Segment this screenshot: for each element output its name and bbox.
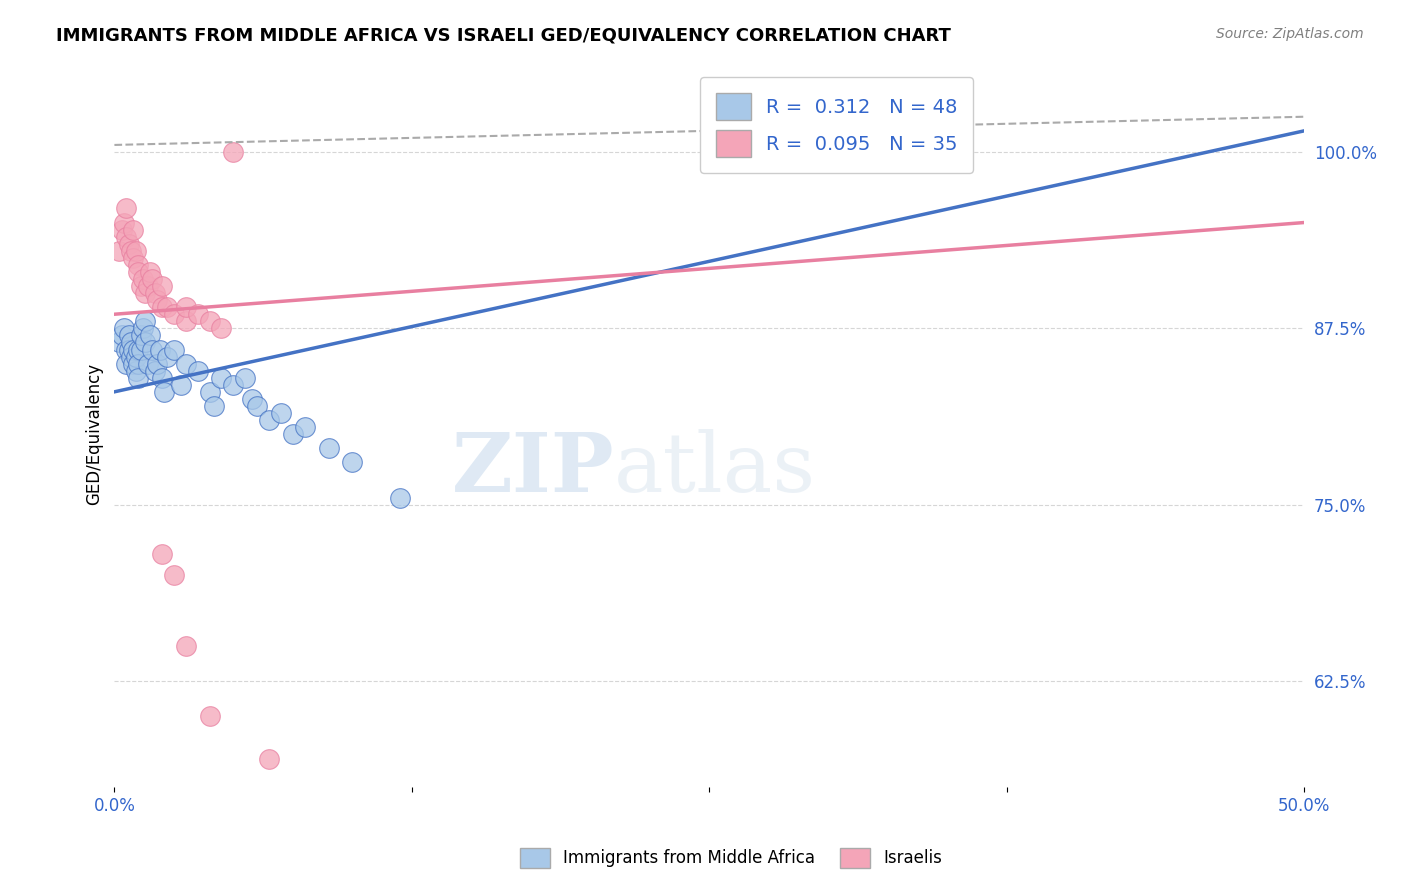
Point xyxy=(115,202,138,216)
Point xyxy=(153,384,176,399)
Point xyxy=(150,547,173,561)
Point xyxy=(163,343,186,357)
Point xyxy=(294,420,316,434)
Point xyxy=(143,286,166,301)
Point xyxy=(118,343,141,357)
Point xyxy=(143,364,166,378)
Point xyxy=(222,145,245,159)
Point xyxy=(122,343,145,357)
Point xyxy=(174,300,197,314)
Point xyxy=(125,350,148,364)
Point xyxy=(134,314,156,328)
Point xyxy=(129,343,152,357)
Y-axis label: GED/Equivalency: GED/Equivalency xyxy=(86,363,103,505)
Point xyxy=(388,491,411,505)
Point xyxy=(187,364,209,378)
Text: ZIP: ZIP xyxy=(451,429,614,509)
Point xyxy=(139,265,162,279)
Point xyxy=(242,392,264,406)
Point xyxy=(112,215,135,229)
Point xyxy=(118,236,141,251)
Point xyxy=(127,258,149,272)
Point xyxy=(129,328,152,343)
Point xyxy=(125,364,148,378)
Point xyxy=(132,272,155,286)
Point xyxy=(257,413,280,427)
Text: Source: ZipAtlas.com: Source: ZipAtlas.com xyxy=(1216,27,1364,41)
Legend: Immigrants from Middle Africa, Israelis: Immigrants from Middle Africa, Israelis xyxy=(513,841,949,875)
Point xyxy=(222,377,245,392)
Point xyxy=(136,279,159,293)
Point xyxy=(108,244,131,258)
Point xyxy=(136,357,159,371)
Point xyxy=(120,244,142,258)
Point xyxy=(118,328,141,343)
Legend: R =  0.312   N = 48, R =  0.095   N = 35: R = 0.312 N = 48, R = 0.095 N = 35 xyxy=(700,77,973,173)
Point xyxy=(150,370,173,384)
Point xyxy=(198,384,221,399)
Point xyxy=(149,343,172,357)
Point xyxy=(127,343,149,357)
Point xyxy=(198,314,221,328)
Point xyxy=(112,321,135,335)
Point xyxy=(187,307,209,321)
Point xyxy=(122,357,145,371)
Point xyxy=(163,307,186,321)
Text: atlas: atlas xyxy=(614,429,817,509)
Point xyxy=(233,370,256,384)
Point xyxy=(156,350,179,364)
Point xyxy=(139,328,162,343)
Point xyxy=(174,314,197,328)
Point xyxy=(122,222,145,236)
Point xyxy=(146,357,169,371)
Point xyxy=(115,343,138,357)
Point xyxy=(120,350,142,364)
Point xyxy=(127,265,149,279)
Point xyxy=(110,328,132,343)
Point xyxy=(170,377,193,392)
Point xyxy=(129,279,152,293)
Point xyxy=(270,406,292,420)
Point xyxy=(134,286,156,301)
Point xyxy=(110,222,132,236)
Point xyxy=(134,335,156,350)
Point xyxy=(342,455,364,469)
Point xyxy=(150,300,173,314)
Point xyxy=(150,279,173,293)
Point xyxy=(211,321,233,335)
Point xyxy=(115,357,138,371)
Point xyxy=(115,229,138,244)
Point xyxy=(163,568,186,582)
Point xyxy=(146,293,169,307)
Point xyxy=(122,251,145,265)
Point xyxy=(132,321,155,335)
Point xyxy=(174,357,197,371)
Point xyxy=(174,639,197,653)
Point xyxy=(246,399,269,413)
Point xyxy=(211,370,233,384)
Point xyxy=(156,300,179,314)
Point xyxy=(120,335,142,350)
Point xyxy=(318,442,340,456)
Point xyxy=(127,357,149,371)
Point xyxy=(281,427,304,442)
Point xyxy=(257,751,280,765)
Point xyxy=(108,335,131,350)
Point xyxy=(127,370,149,384)
Point xyxy=(198,709,221,723)
Point xyxy=(125,244,148,258)
Text: IMMIGRANTS FROM MIDDLE AFRICA VS ISRAELI GED/EQUIVALENCY CORRELATION CHART: IMMIGRANTS FROM MIDDLE AFRICA VS ISRAELI… xyxy=(56,27,950,45)
Point xyxy=(202,399,225,413)
Point xyxy=(141,343,163,357)
Point xyxy=(141,272,163,286)
